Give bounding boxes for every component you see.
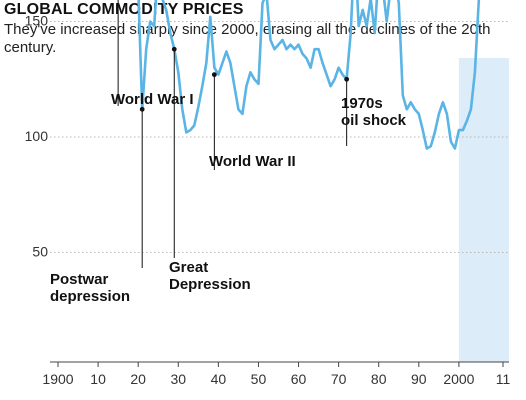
annotation-label-4-1: oil shock	[341, 112, 407, 129]
annotation-label-3-0: World War II	[209, 153, 296, 170]
x-tick-label-1970: 70	[331, 371, 347, 387]
annotation-3: World War II	[209, 72, 296, 170]
x-tick-label-1980: 80	[371, 371, 387, 387]
annotation-0: World War I	[111, 0, 194, 108]
annotation-label-2-1: Depression	[169, 276, 251, 293]
y-tick-label-50: 50	[32, 244, 48, 260]
annotation-dot-2	[171, 46, 177, 52]
annotation-label-2-0: Great	[169, 259, 208, 276]
annotation-label-4-0: 1970s	[341, 95, 383, 112]
x-tick-label-1930: 30	[170, 371, 186, 387]
chart-title: GLOBAL COMMODITY PRICES	[4, 1, 244, 18]
annotation-dot-4	[344, 76, 350, 82]
annotation-label-0-0: World War I	[111, 91, 194, 108]
x-tick-label-2000: 2000	[443, 371, 474, 387]
highlight-band	[458, 58, 509, 362]
x-tick-label-1990: 90	[411, 371, 427, 387]
x-tick-label-1910: 10	[90, 371, 106, 387]
annotation-dot-1	[139, 106, 145, 112]
x-tick-label-1950: 50	[251, 371, 267, 387]
annotation-label-1-0: Postwar	[50, 271, 109, 288]
x-tick-label-1920: 20	[130, 371, 146, 387]
annotation-label-1-1: depression	[50, 288, 130, 305]
y-tick-label-100: 100	[25, 128, 49, 144]
chart-subtitle: They've increased sharply since 2000, er…	[4, 21, 491, 56]
x-tick-label-1900: 1900	[42, 371, 73, 387]
x-tick-label-2011: 11	[496, 371, 511, 387]
x-tick-label-1960: 60	[291, 371, 307, 387]
series-line	[137, 0, 481, 150]
y-tick-label-150: 150	[25, 13, 49, 29]
x-tick-label-1940: 40	[211, 371, 227, 387]
annotation-dot-3	[211, 72, 217, 78]
